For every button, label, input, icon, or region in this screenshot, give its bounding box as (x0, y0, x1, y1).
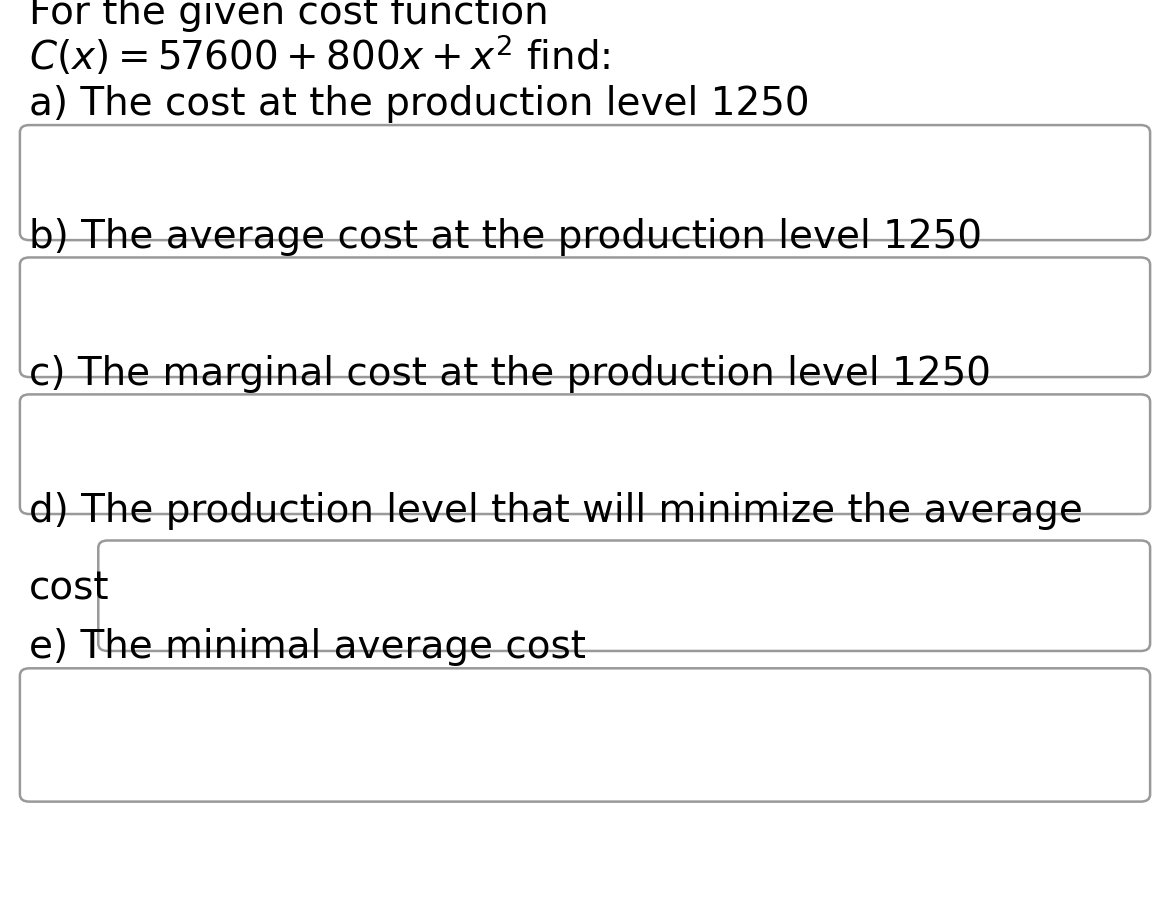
Text: e) The minimal average cost: e) The minimal average cost (29, 628, 586, 666)
FancyBboxPatch shape (20, 125, 1150, 240)
Text: For the given cost function: For the given cost function (29, 0, 549, 32)
Text: $C(x) = 57600 + 800x + x^2$ find:: $C(x) = 57600 + 800x + x^2$ find: (29, 33, 611, 78)
Text: a) The cost at the production level 1250: a) The cost at the production level 1250 (29, 85, 810, 123)
FancyBboxPatch shape (20, 257, 1150, 377)
Text: cost: cost (29, 570, 110, 608)
Text: d) The production level that will minimize the average: d) The production level that will minimi… (29, 491, 1083, 530)
FancyBboxPatch shape (20, 394, 1150, 514)
FancyBboxPatch shape (20, 668, 1150, 802)
Text: c) The marginal cost at the production level 1250: c) The marginal cost at the production l… (29, 354, 991, 393)
Text: b) The average cost at the production level 1250: b) The average cost at the production le… (29, 217, 983, 256)
FancyBboxPatch shape (98, 540, 1150, 651)
